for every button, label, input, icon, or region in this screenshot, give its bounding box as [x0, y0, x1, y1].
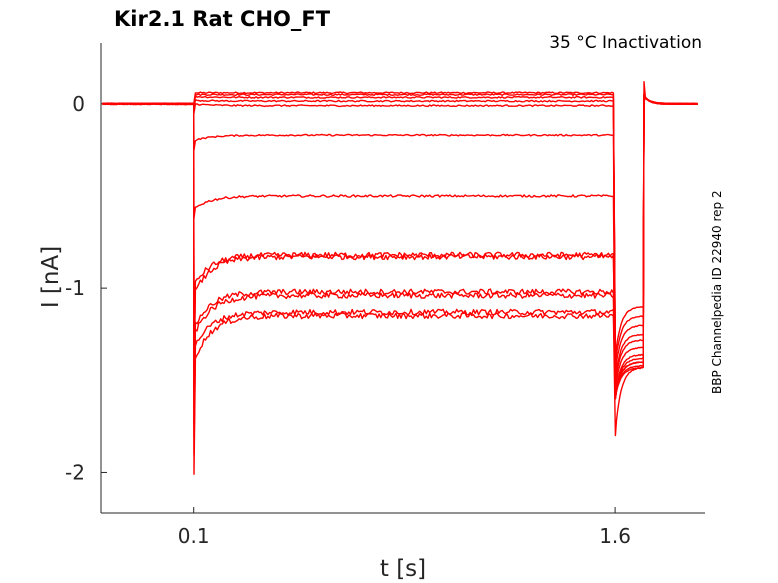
current-traces: [102, 81, 699, 475]
current-trace-2: [102, 92, 698, 367]
current-trace-11: [102, 96, 698, 439]
current-trace-13: [102, 96, 698, 475]
x-axis-label: t [s]: [380, 556, 426, 582]
y-axis-label: I [nA]: [38, 246, 64, 308]
x-tick-label: 0.1: [178, 524, 210, 548]
channelpedia-id-label: BBP Channelpedia ID 22940 rep 2: [710, 190, 724, 394]
chart-subtitle: 35 °C Inactivation: [549, 33, 702, 53]
current-trace-10: [102, 96, 698, 428]
y-tick-label: 0: [72, 92, 85, 116]
current-trace-7: [102, 96, 698, 396]
x-tick-label: 1.6: [599, 524, 631, 548]
current-trace-6: [102, 95, 698, 391]
y-tick-label: -2: [65, 460, 85, 484]
chart-title: Kir2.1 Rat CHO_FT: [114, 7, 331, 31]
current-trace-12: [102, 97, 698, 455]
current-trace-8: [102, 97, 699, 398]
x-ticks: 0.1 1.6: [178, 507, 631, 548]
current-trace-3: [102, 93, 698, 374]
y-ticks: 0 -1 -2: [65, 92, 107, 484]
current-trace-9: [102, 97, 698, 400]
y-tick-label: -1: [65, 276, 85, 300]
current-trace-4: [102, 94, 698, 381]
current-trace-1: [102, 81, 698, 359]
current-trace-5: [102, 95, 698, 385]
